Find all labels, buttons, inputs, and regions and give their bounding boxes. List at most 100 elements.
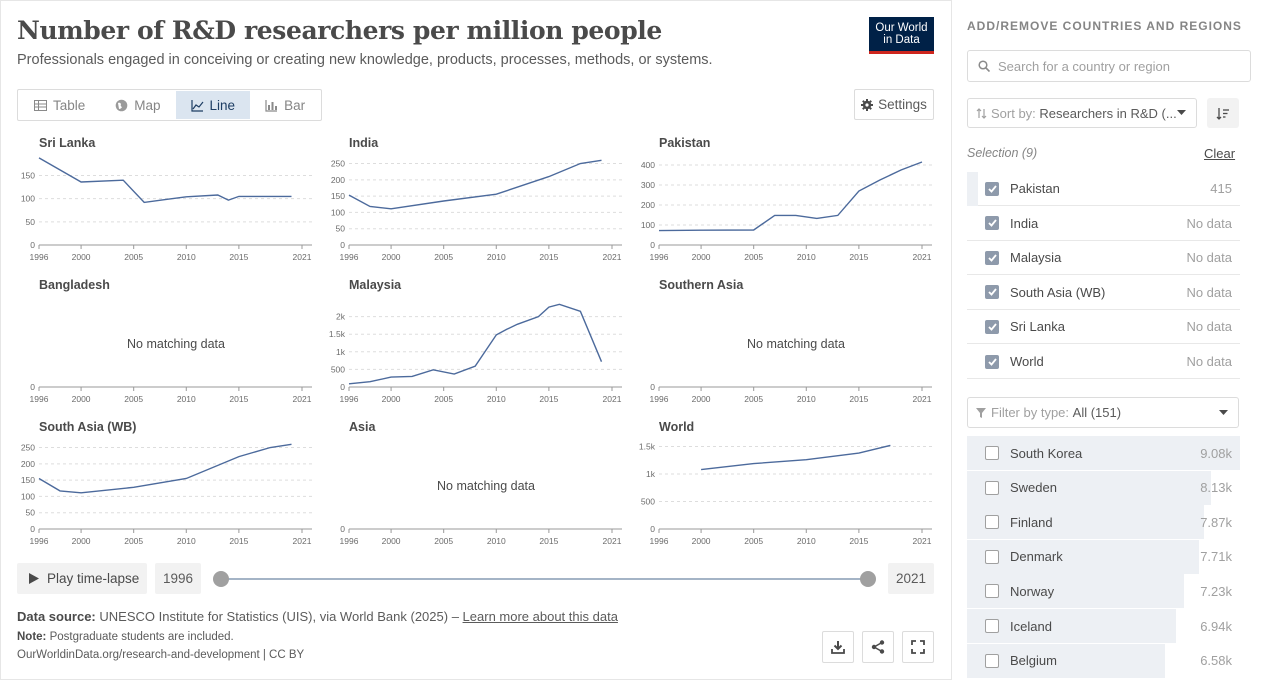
checkbox[interactable] [985, 549, 999, 564]
checkbox-checked[interactable] [985, 250, 999, 265]
play-label: Play time-lapse [47, 571, 140, 586]
selected-item[interactable]: World No data [967, 345, 1240, 379]
country-search[interactable] [967, 50, 1251, 82]
x-tick-label: 2005 [434, 252, 453, 262]
x-tick-label: 2021 [913, 252, 932, 262]
source-url[interactable]: OurWorldinData.org/research-and-developm… [17, 649, 305, 661]
x-tick-label: 1996 [30, 394, 49, 404]
panel-title: Pakistan [659, 136, 710, 150]
x-tick-label: 2021 [913, 394, 932, 404]
list-item[interactable]: Denmark 7.71k [967, 539, 1240, 574]
no-data-label: No matching data [747, 337, 845, 351]
x-tick-label: 2021 [603, 252, 622, 262]
panel-title: Bangladesh [39, 278, 110, 292]
y-tick-label: 1.5k [639, 442, 656, 452]
tab-bar[interactable]: Bar [250, 91, 320, 119]
end-year-box[interactable]: 2021 [888, 563, 934, 594]
y-tick-label: 0 [340, 382, 345, 392]
y-tick-label: 1k [646, 469, 656, 479]
check-icon [987, 254, 997, 262]
list-item[interactable]: Finland 7.87k [967, 505, 1240, 540]
filter-icon [976, 407, 986, 418]
x-tick-label: 1996 [340, 536, 359, 546]
play-timelapse-button[interactable]: Play time-lapse [17, 563, 147, 594]
checkbox[interactable] [985, 515, 999, 530]
share-button[interactable] [862, 631, 894, 663]
panel-title: Sri Lanka [39, 136, 96, 150]
checkbox-checked[interactable] [985, 216, 999, 231]
checkbox-checked[interactable] [985, 181, 999, 196]
value-bar [967, 609, 1176, 643]
series-line [701, 444, 891, 471]
value-bar [967, 172, 978, 206]
checkbox[interactable] [985, 446, 999, 460]
tab-line[interactable]: Line [175, 91, 251, 119]
owid-logo[interactable]: Our World in Data [869, 17, 934, 54]
list-item[interactable]: Belgium 6.58k [967, 643, 1240, 678]
page-subtitle: Professionals engaged in conceiving or c… [17, 52, 713, 68]
checkbox-checked[interactable] [985, 319, 999, 334]
search-icon [978, 60, 990, 72]
x-tick-label: 2021 [603, 394, 622, 404]
selected-item[interactable]: Malaysia No data [967, 241, 1240, 276]
tab-map[interactable]: Map [100, 91, 175, 119]
timeline-start-handle[interactable] [213, 571, 229, 587]
item-value: No data [1186, 284, 1232, 300]
timeline-end-handle[interactable] [860, 571, 876, 587]
checkbox-checked[interactable] [985, 285, 999, 300]
table-icon [34, 99, 47, 111]
y-tick-label: 150 [331, 191, 345, 201]
fullscreen-button[interactable] [902, 631, 934, 663]
x-tick-label: 2021 [293, 536, 312, 546]
checkbox[interactable] [985, 584, 999, 599]
y-tick-label: 500 [641, 497, 655, 507]
tab-table[interactable]: Table [19, 91, 100, 119]
x-tick-label: 2005 [124, 252, 143, 262]
x-tick-label: 2015 [849, 394, 868, 404]
selected-item[interactable]: Pakistan 415 [967, 172, 1240, 206]
tab-map-label: Map [134, 97, 161, 113]
list-item[interactable]: Sweden 8.13k [967, 470, 1240, 505]
chart-area: Number of R&D researchers per million pe… [17, 16, 934, 663]
item-value: 9.08k [1200, 445, 1232, 461]
filter-dropdown[interactable]: Filter by type: All (151) [967, 397, 1239, 428]
sort-direction-button[interactable] [1207, 98, 1239, 128]
checkbox-checked[interactable] [985, 354, 999, 369]
caret-down-icon [1177, 110, 1186, 115]
y-tick-label: 500 [331, 364, 345, 374]
start-year-box[interactable]: 1996 [155, 563, 201, 594]
y-tick-label: 200 [331, 175, 345, 185]
checkbox[interactable] [985, 480, 999, 495]
chart-tabs: Table Map Line Bar [17, 89, 323, 121]
x-tick-label: 2010 [487, 252, 506, 262]
panel-title: India [349, 136, 379, 150]
sort-dropdown[interactable]: Sort by: Researchers in R&D (... [967, 98, 1197, 128]
search-input[interactable] [998, 58, 1238, 74]
x-tick-label: 1996 [340, 394, 359, 404]
selected-item[interactable]: India No data [967, 207, 1240, 241]
selected-item[interactable]: Sri Lanka No data [967, 310, 1240, 345]
y-tick-label: 250 [21, 443, 35, 453]
settings-button[interactable]: Settings [854, 89, 934, 120]
x-tick-label: 1996 [340, 252, 359, 262]
clear-selection-button[interactable]: Clear [1204, 146, 1236, 161]
list-item[interactable]: Norway 7.23k [967, 574, 1240, 609]
learn-more-link[interactable]: Learn more about this data [462, 609, 618, 624]
source-label: Data source: [17, 609, 96, 624]
x-tick-label: 2000 [692, 536, 711, 546]
check-icon [987, 288, 997, 297]
checkbox[interactable] [985, 653, 999, 668]
list-item[interactable]: South Korea 9.08k [967, 436, 1240, 470]
x-tick-label: 2015 [229, 536, 248, 546]
y-tick-label: 400 [641, 160, 655, 170]
item-name: Pakistan [1010, 181, 1060, 196]
download-button[interactable] [822, 631, 854, 663]
x-tick-label: 2010 [797, 394, 816, 404]
y-tick-label: 100 [331, 207, 345, 217]
filter-value: All (151) [1072, 405, 1122, 420]
timeline-track[interactable] [221, 578, 868, 580]
checkbox[interactable] [985, 619, 999, 633]
selected-item[interactable]: South Asia (WB) No data [967, 276, 1240, 310]
list-item[interactable]: Iceland 6.94k [967, 609, 1240, 643]
